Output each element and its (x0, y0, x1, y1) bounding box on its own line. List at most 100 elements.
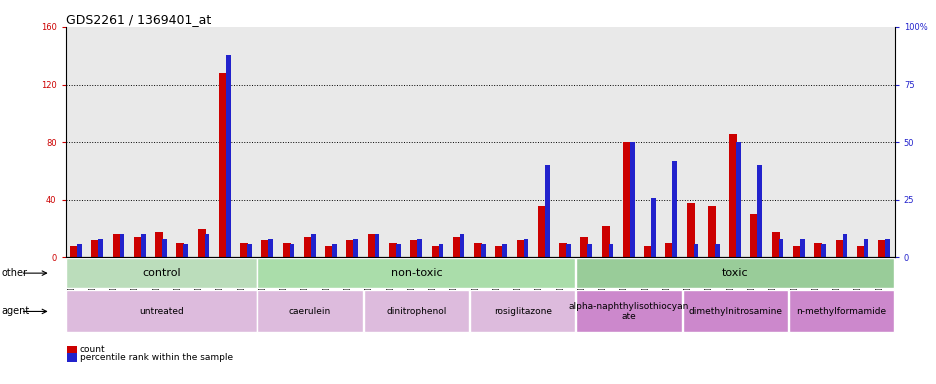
Bar (431, 246, 439, 258)
Bar (240, 243, 248, 258)
Bar (300, 27, 320, 258)
Text: untreated: untreated (139, 307, 183, 316)
Bar (283, 243, 290, 258)
Bar (388, 243, 397, 258)
Bar (788, 27, 809, 258)
Bar (325, 246, 333, 258)
Bar (767, 27, 788, 258)
Bar (98, 239, 103, 258)
Bar (410, 240, 417, 258)
Bar (745, 27, 767, 258)
Bar (495, 246, 503, 258)
Bar (554, 27, 576, 258)
Bar (320, 27, 342, 258)
Bar (311, 234, 315, 258)
Bar (565, 244, 570, 258)
Bar (460, 234, 464, 258)
Bar (490, 27, 512, 258)
FancyBboxPatch shape (257, 290, 362, 332)
Text: dinitrophenol: dinitrophenol (386, 307, 446, 316)
Text: dimethylnitrosamine: dimethylnitrosamine (688, 307, 782, 316)
Bar (622, 142, 630, 258)
Text: other: other (2, 268, 28, 278)
Bar (193, 27, 214, 258)
Bar (830, 27, 852, 258)
Bar (176, 243, 184, 258)
Bar (70, 246, 78, 258)
Bar (651, 197, 655, 258)
Bar (226, 55, 230, 258)
Bar (140, 234, 145, 258)
Text: caerulein: caerulein (288, 307, 331, 316)
Bar (576, 27, 596, 258)
Bar (134, 237, 141, 258)
Bar (342, 27, 363, 258)
FancyBboxPatch shape (257, 258, 575, 288)
Bar (474, 243, 482, 258)
Text: non-toxic: non-toxic (390, 268, 442, 278)
Bar (247, 244, 252, 258)
Bar (714, 244, 719, 258)
Bar (332, 244, 337, 258)
Bar (261, 240, 270, 258)
Bar (629, 142, 634, 258)
Bar (66, 27, 87, 258)
Bar (447, 27, 469, 258)
Bar (171, 27, 193, 258)
Bar (596, 27, 618, 258)
Bar (533, 27, 554, 258)
Bar (820, 244, 825, 258)
FancyBboxPatch shape (66, 258, 256, 288)
Bar (289, 244, 294, 258)
Bar (91, 240, 99, 258)
Bar (559, 243, 566, 258)
Bar (108, 27, 129, 258)
FancyBboxPatch shape (576, 290, 681, 332)
Bar (672, 161, 677, 258)
Bar (303, 237, 312, 258)
Bar (778, 239, 782, 258)
FancyBboxPatch shape (66, 290, 256, 332)
Bar (608, 244, 613, 258)
Text: count: count (80, 345, 105, 354)
Bar (87, 27, 108, 258)
Bar (480, 244, 485, 258)
Bar (346, 240, 354, 258)
Bar (736, 142, 740, 258)
Bar (427, 27, 447, 258)
FancyBboxPatch shape (788, 290, 894, 332)
Bar (728, 134, 737, 258)
Bar (151, 27, 171, 258)
Bar (405, 27, 427, 258)
Bar (120, 234, 124, 258)
Bar (353, 239, 358, 258)
Bar (841, 234, 846, 258)
Bar (693, 244, 697, 258)
Bar (708, 205, 715, 258)
Bar (703, 27, 724, 258)
Bar (469, 27, 490, 258)
Bar (129, 27, 151, 258)
Bar (799, 239, 804, 258)
Bar (872, 27, 894, 258)
Bar (516, 240, 524, 258)
FancyBboxPatch shape (576, 258, 894, 288)
Bar (618, 27, 639, 258)
Bar (665, 243, 673, 258)
Text: n-methylformamide: n-methylformamide (796, 307, 885, 316)
Bar (214, 27, 236, 258)
Text: control: control (142, 268, 181, 278)
Bar (813, 243, 822, 258)
Bar (197, 228, 206, 258)
Bar (278, 27, 300, 258)
Bar (512, 27, 533, 258)
Text: percentile rank within the sample: percentile rank within the sample (80, 353, 232, 362)
Bar (502, 244, 506, 258)
Bar (639, 27, 660, 258)
Bar (219, 73, 227, 258)
Bar (396, 244, 401, 258)
Bar (885, 239, 889, 258)
Text: GDS2261 / 1369401_at: GDS2261 / 1369401_at (66, 13, 211, 26)
Bar (204, 234, 209, 258)
Bar (544, 165, 548, 258)
